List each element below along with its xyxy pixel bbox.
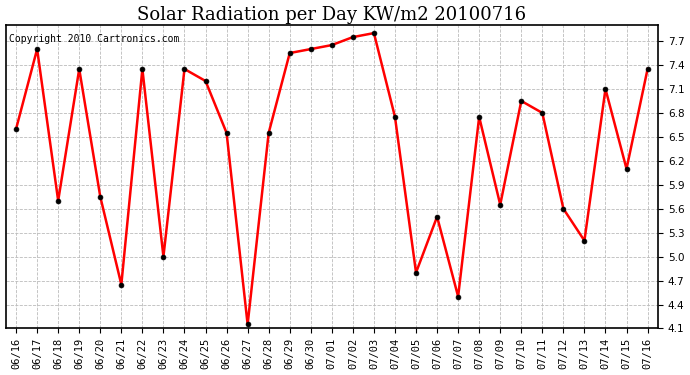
Text: Copyright 2010 Cartronics.com: Copyright 2010 Cartronics.com xyxy=(9,34,179,44)
Title: Solar Radiation per Day KW/m2 20100716: Solar Radiation per Day KW/m2 20100716 xyxy=(137,6,526,24)
